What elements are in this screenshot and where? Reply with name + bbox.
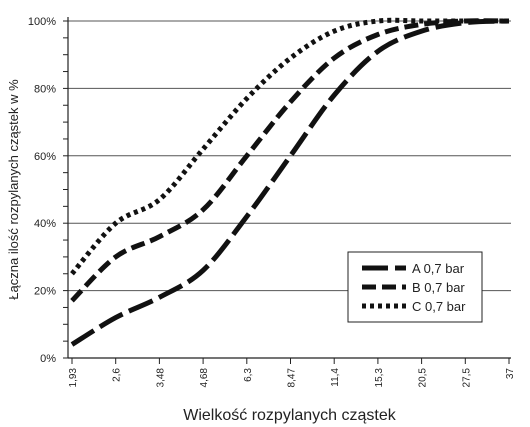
y-tick-label: 100% <box>28 16 56 28</box>
legend-label: C 0,7 bar <box>412 299 466 314</box>
legend-label: B 0,7 bar <box>412 280 465 295</box>
x-tick-label: 11,4 <box>330 368 341 387</box>
y-tick-label: 40% <box>34 218 56 230</box>
series-line-a <box>70 18 510 347</box>
x-tick-label: 4,68 <box>199 368 210 388</box>
y-tick-label: 80% <box>34 83 56 95</box>
y-tick-label: 60% <box>34 151 56 163</box>
y-axis-label: Łączna ilość rozpylanych cząstek w % <box>6 79 21 300</box>
series-line-b <box>70 18 510 303</box>
x-tick-label: 37 <box>505 368 516 380</box>
x-tick-label: 15,3 <box>374 368 385 388</box>
x-tick-label: 8,47 <box>287 368 298 388</box>
y-tick-label: 20% <box>34 286 56 298</box>
legend: A 0,7 bar B 0,7 bar C 0,7 bar <box>347 251 483 323</box>
x-axis-label: Wielkość rozpylanych cząstek <box>183 407 397 424</box>
y-axis-ticks: 0% 20% 40% 60% 80% 100% <box>28 16 68 365</box>
x-tick-label: 20,5 <box>418 368 429 388</box>
y-tick-label: 0% <box>40 353 56 365</box>
series-line-c <box>70 17 509 276</box>
x-tick-label: 1,93 <box>68 368 79 388</box>
x-tick-label: 2,6 <box>112 368 123 382</box>
axes <box>67 17 511 359</box>
legend-label: A 0,7 bar <box>412 261 465 276</box>
x-tick-label: 3,48 <box>155 368 166 388</box>
x-tick-label: 6,3 <box>243 368 254 382</box>
x-tick-label: 27,5 <box>461 368 472 388</box>
series-lines <box>70 17 510 347</box>
x-axis-ticks: 1,93 2,6 3,48 4,68 6,3 8,47 11,4 15,3 20,5 27,5 37 <box>68 358 516 387</box>
